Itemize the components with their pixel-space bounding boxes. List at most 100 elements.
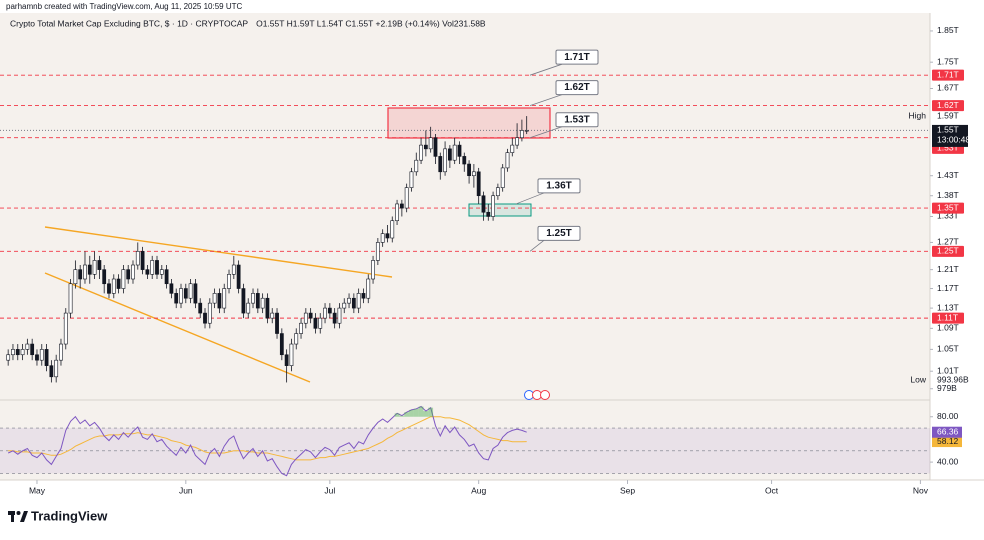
rsi-overbought-fill [404,412,410,417]
candle-body [174,293,179,304]
candle-body [452,144,457,161]
candle-body [476,171,481,197]
candle-body [423,144,428,150]
candle-body [155,260,159,275]
candle-body [385,233,390,239]
chart-background [0,13,930,480]
candle-body [265,297,270,319]
callout-pointer [529,126,563,139]
candle-body [92,260,97,275]
candle-body [438,156,443,173]
level-label: 1.71T [937,69,959,79]
y-tick-label: 1.75T [937,56,959,66]
rsi-overbought-fill [409,409,414,417]
candle-body [107,283,111,294]
candle-body [25,343,30,350]
resistance-zone [387,107,551,139]
event-icon[interactable] [540,390,550,400]
logo-shape [16,511,21,515]
candle-body [332,312,337,324]
rsi-overbought-fill [413,408,419,417]
candle-body [279,333,284,356]
candle-body [212,293,217,304]
candle-body [59,343,63,361]
y-tick-label: 1.21T [937,264,959,274]
candle-body [169,283,174,294]
candle-body [515,137,519,146]
candle-body [188,283,193,299]
candle-body [510,144,515,153]
candle-body [443,148,447,173]
x-tick-label: Jun [179,485,193,495]
candle-body [356,293,361,309]
candle-body [313,317,318,329]
candle-body [481,195,486,213]
candle-body [73,269,78,285]
x-tick-label: Oct [765,485,779,495]
candle-body [371,260,375,280]
last-price-box [932,124,968,147]
candle-body [30,343,35,356]
rsi-ma-line [8,416,527,461]
candle-body [500,167,505,188]
candle-body [111,278,116,294]
caption: parhamnb created with TradingView.com, A… [6,2,243,11]
rsi-tick-label: 80.00 [937,411,959,421]
candle-body [241,288,246,314]
candle-body [49,365,54,378]
candle-body [251,293,255,304]
candle-body [491,195,495,217]
candle-body [183,288,188,299]
candle-body [467,163,471,177]
candle-body [78,269,83,280]
level-label-box [932,69,964,81]
y-tick-label: 1.13T [937,302,959,312]
callout-box [555,80,599,96]
y-tick-label: 979B [937,383,957,393]
y-tick-label: 1.01T [937,365,959,375]
symbol-title: Crypto Total Market Cap Excluding BTC, $… [10,18,248,28]
y-tick-label: 1.09T [937,323,959,333]
rsi-tick-label: 40.00 [937,456,959,466]
y-tick-label: 1.33T [937,211,959,221]
candle-body [39,349,44,361]
candle-body [457,144,462,157]
candle-body [126,269,131,280]
candle-body [63,312,68,345]
callout-label: 1.53T [564,114,590,125]
candle-body [179,288,183,304]
low-label: Low [910,374,926,384]
rsi-overbought-fill [399,415,405,417]
candle-body [68,283,73,314]
candle-body [222,288,227,309]
candle-body [342,302,347,309]
high-label: High [909,110,927,120]
x-tick-label: May [29,485,46,495]
candle-body [207,302,212,324]
candle-body [447,148,452,161]
candle-body [375,242,380,261]
wedge-upper-line [44,226,393,278]
x-tick-label: Aug [471,485,486,495]
callout-pointer [515,192,545,205]
brand-logo [8,511,28,522]
candle-body [399,203,404,209]
zones [44,107,551,400]
candle-body [44,349,49,366]
candle-body [145,269,150,275]
callout-label: 1.25T [546,228,572,239]
candle-body [327,307,332,314]
candle-body [419,144,423,161]
candle-body [361,293,366,299]
candle-body [203,312,207,324]
candle-body [270,312,275,319]
callout-pointer [529,63,563,76]
candle-body [150,260,155,275]
support-zone [468,203,532,217]
candle-body [6,354,11,361]
candle-body [198,302,203,314]
candle-body [121,269,126,289]
x-tick-label: Nov [913,485,929,495]
